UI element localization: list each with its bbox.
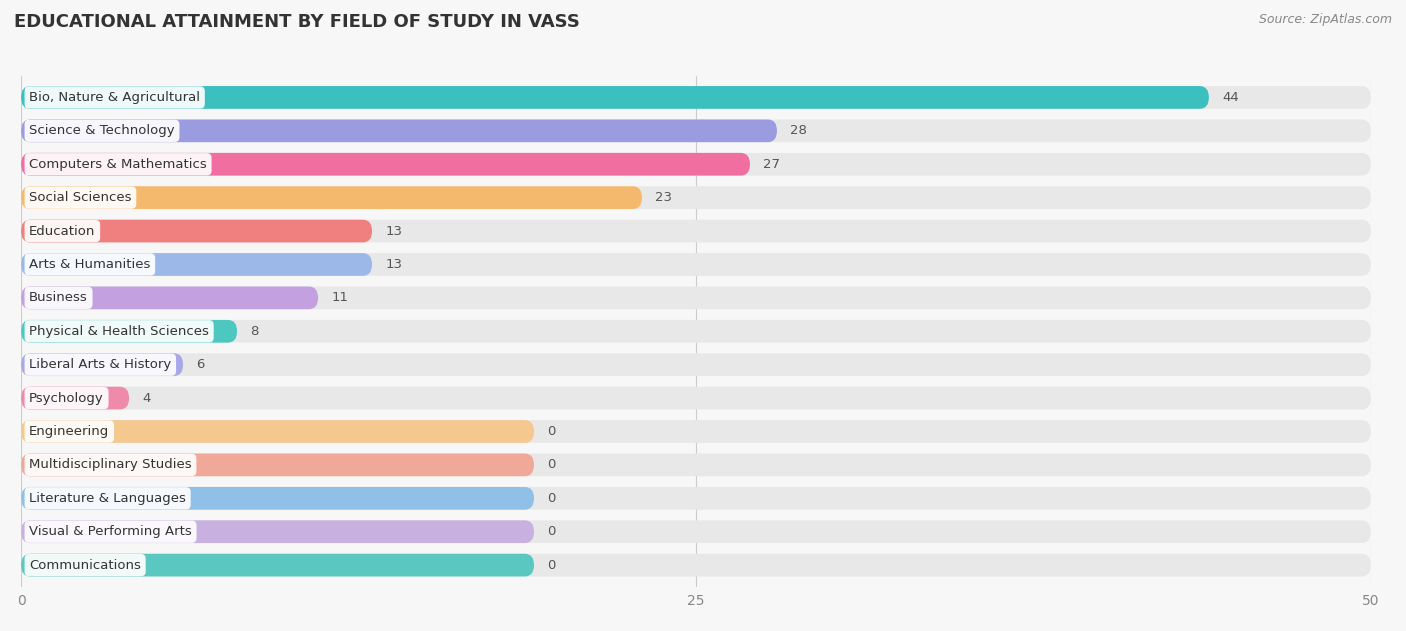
FancyBboxPatch shape [21,487,534,510]
FancyBboxPatch shape [21,286,318,309]
FancyBboxPatch shape [21,220,373,242]
Text: Arts & Humanities: Arts & Humanities [30,258,150,271]
Text: 23: 23 [655,191,672,204]
Text: 4: 4 [142,392,150,404]
FancyBboxPatch shape [21,521,1371,543]
FancyBboxPatch shape [21,454,534,476]
Text: 11: 11 [332,292,349,304]
Text: Science & Technology: Science & Technology [30,124,174,138]
Text: 0: 0 [547,525,555,538]
FancyBboxPatch shape [21,86,1371,109]
Text: Bio, Nature & Agricultural: Bio, Nature & Agricultural [30,91,200,104]
FancyBboxPatch shape [21,420,534,443]
FancyBboxPatch shape [21,554,1371,577]
FancyBboxPatch shape [21,353,183,376]
Text: Physical & Health Sciences: Physical & Health Sciences [30,325,209,338]
FancyBboxPatch shape [21,153,749,175]
Text: Communications: Communications [30,558,141,572]
Text: Engineering: Engineering [30,425,110,438]
Text: Education: Education [30,225,96,237]
Text: 13: 13 [385,225,402,237]
FancyBboxPatch shape [21,153,1371,175]
Text: Multidisciplinary Studies: Multidisciplinary Studies [30,458,191,471]
FancyBboxPatch shape [21,554,534,577]
FancyBboxPatch shape [21,253,373,276]
Text: Visual & Performing Arts: Visual & Performing Arts [30,525,193,538]
FancyBboxPatch shape [21,521,534,543]
FancyBboxPatch shape [21,353,1371,376]
Text: Business: Business [30,292,89,304]
FancyBboxPatch shape [21,420,1371,443]
Text: 28: 28 [790,124,807,138]
Text: Liberal Arts & History: Liberal Arts & History [30,358,172,371]
Text: 0: 0 [547,458,555,471]
FancyBboxPatch shape [21,320,238,343]
Text: 27: 27 [763,158,780,171]
FancyBboxPatch shape [21,119,1371,142]
Text: Source: ZipAtlas.com: Source: ZipAtlas.com [1258,13,1392,26]
FancyBboxPatch shape [21,454,1371,476]
FancyBboxPatch shape [21,186,1371,209]
FancyBboxPatch shape [21,253,1371,276]
FancyBboxPatch shape [21,186,643,209]
FancyBboxPatch shape [21,86,1209,109]
Text: 13: 13 [385,258,402,271]
Text: 0: 0 [547,492,555,505]
Text: EDUCATIONAL ATTAINMENT BY FIELD OF STUDY IN VASS: EDUCATIONAL ATTAINMENT BY FIELD OF STUDY… [14,13,579,31]
Text: 0: 0 [547,558,555,572]
FancyBboxPatch shape [21,320,1371,343]
Text: 44: 44 [1222,91,1239,104]
Text: Social Sciences: Social Sciences [30,191,132,204]
Text: 6: 6 [197,358,205,371]
FancyBboxPatch shape [21,387,1371,410]
Text: Psychology: Psychology [30,392,104,404]
Text: 0: 0 [547,425,555,438]
FancyBboxPatch shape [21,387,129,410]
FancyBboxPatch shape [21,119,778,142]
Text: Literature & Languages: Literature & Languages [30,492,186,505]
FancyBboxPatch shape [21,220,1371,242]
Text: 8: 8 [250,325,259,338]
FancyBboxPatch shape [21,487,1371,510]
Text: Computers & Mathematics: Computers & Mathematics [30,158,207,171]
FancyBboxPatch shape [21,286,1371,309]
